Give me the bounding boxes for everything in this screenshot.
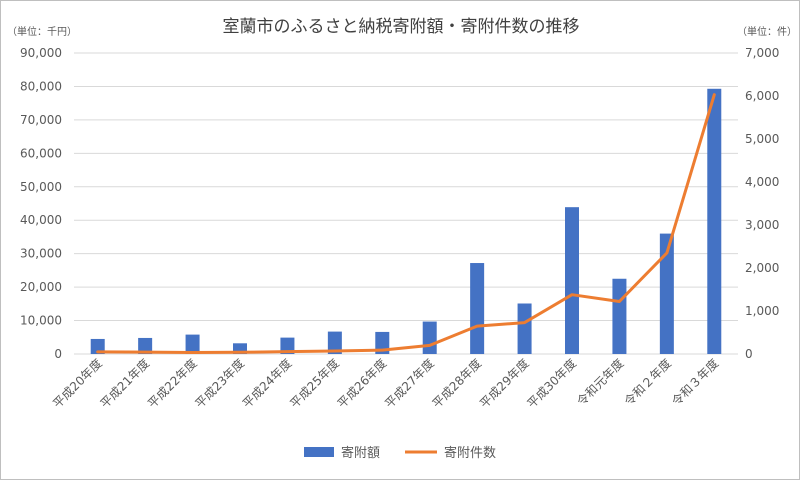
legend-label-line: 寄附件数	[444, 445, 496, 461]
right-tick-label: 0	[745, 347, 753, 361]
right-axis: 0 1,000 2,000 3,000 4,000 5,000 6,000 7,000	[745, 46, 779, 361]
bar	[422, 321, 437, 354]
line-series	[96, 93, 716, 354]
left-axis: 0 10,000 20,000 30,000 40,000 50,000 60,000 70,…	[20, 46, 62, 361]
line-point	[666, 252, 668, 254]
left-tick-label: 20,000	[20, 280, 62, 294]
left-tick-label: 10,000	[20, 314, 62, 328]
line-point	[618, 301, 620, 303]
category-label: 平成24年度	[239, 356, 294, 411]
left-tick-label: 80,000	[20, 79, 62, 93]
left-tick-label: 0	[54, 347, 62, 361]
left-axis-unit: （単位：千円）	[7, 25, 77, 38]
right-tick-label: 3,000	[745, 218, 779, 232]
bar	[233, 343, 247, 354]
category-label: 平成27年度	[381, 356, 436, 411]
category-label: 平成21年度	[97, 356, 152, 411]
right-tick-label: 6,000	[745, 89, 779, 103]
bar	[185, 334, 200, 354]
category-label: 平成20年度	[49, 356, 104, 411]
right-tick-label: 4,000	[745, 175, 779, 189]
line-point	[239, 351, 241, 353]
line-point	[286, 351, 288, 353]
right-tick-label: 1,000	[745, 304, 779, 318]
legend: 寄附額 寄附件数	[304, 445, 496, 461]
category-label: 平成25年度	[287, 356, 342, 411]
series-line	[96, 93, 716, 354]
line-point	[144, 351, 146, 353]
category-label: 平成28年度	[429, 356, 484, 411]
bar	[327, 331, 342, 354]
category-label: 令和３年度	[668, 356, 721, 409]
right-tick-label: 7,000	[745, 46, 779, 60]
line-point	[381, 349, 383, 351]
bar-series	[90, 88, 722, 354]
bar	[659, 233, 674, 354]
category-label: 令和２年度	[621, 356, 674, 409]
line-point	[97, 351, 99, 353]
left-tick-label: 60,000	[20, 146, 62, 160]
bar	[280, 337, 295, 354]
bar	[138, 337, 153, 354]
right-tick-label: 5,000	[745, 132, 779, 146]
left-tick-label: 90,000	[20, 46, 62, 60]
bar	[517, 303, 532, 354]
line-point	[524, 322, 526, 324]
left-tick-label: 70,000	[20, 113, 62, 127]
category-label: 平成23年度	[192, 356, 247, 411]
gridlines	[74, 52, 738, 355]
category-label: 平成30年度	[524, 356, 579, 411]
line-point	[429, 344, 431, 346]
left-tick-label: 40,000	[20, 213, 62, 227]
bar	[565, 207, 579, 354]
category-label: 令和元年度	[574, 356, 627, 409]
line-point	[571, 294, 573, 296]
line-point	[476, 325, 478, 327]
bar	[612, 278, 627, 354]
line-point	[713, 94, 715, 96]
bar	[470, 263, 485, 354]
category-label: 平成26年度	[334, 356, 389, 411]
bar	[707, 88, 722, 354]
legend-label-bar: 寄附額	[341, 445, 380, 461]
line-point	[192, 351, 194, 353]
category-label: 平成22年度	[144, 356, 199, 411]
chart-title: 室蘭市のふるさと納税寄附額・寄附件数の推移	[223, 17, 580, 37]
category-axis: 平成20年度平成21年度平成22年度平成23年度平成24年度平成25年度平成26…	[49, 356, 721, 411]
line-point	[334, 350, 336, 352]
right-tick-label: 2,000	[745, 261, 779, 275]
category-label: 平成29年度	[476, 356, 531, 411]
left-tick-label: 30,000	[20, 247, 62, 261]
left-tick-label: 50,000	[20, 180, 62, 194]
legend-swatch-bar	[304, 447, 334, 457]
right-axis-unit: （単位：件）	[737, 25, 797, 38]
bar	[90, 338, 105, 354]
